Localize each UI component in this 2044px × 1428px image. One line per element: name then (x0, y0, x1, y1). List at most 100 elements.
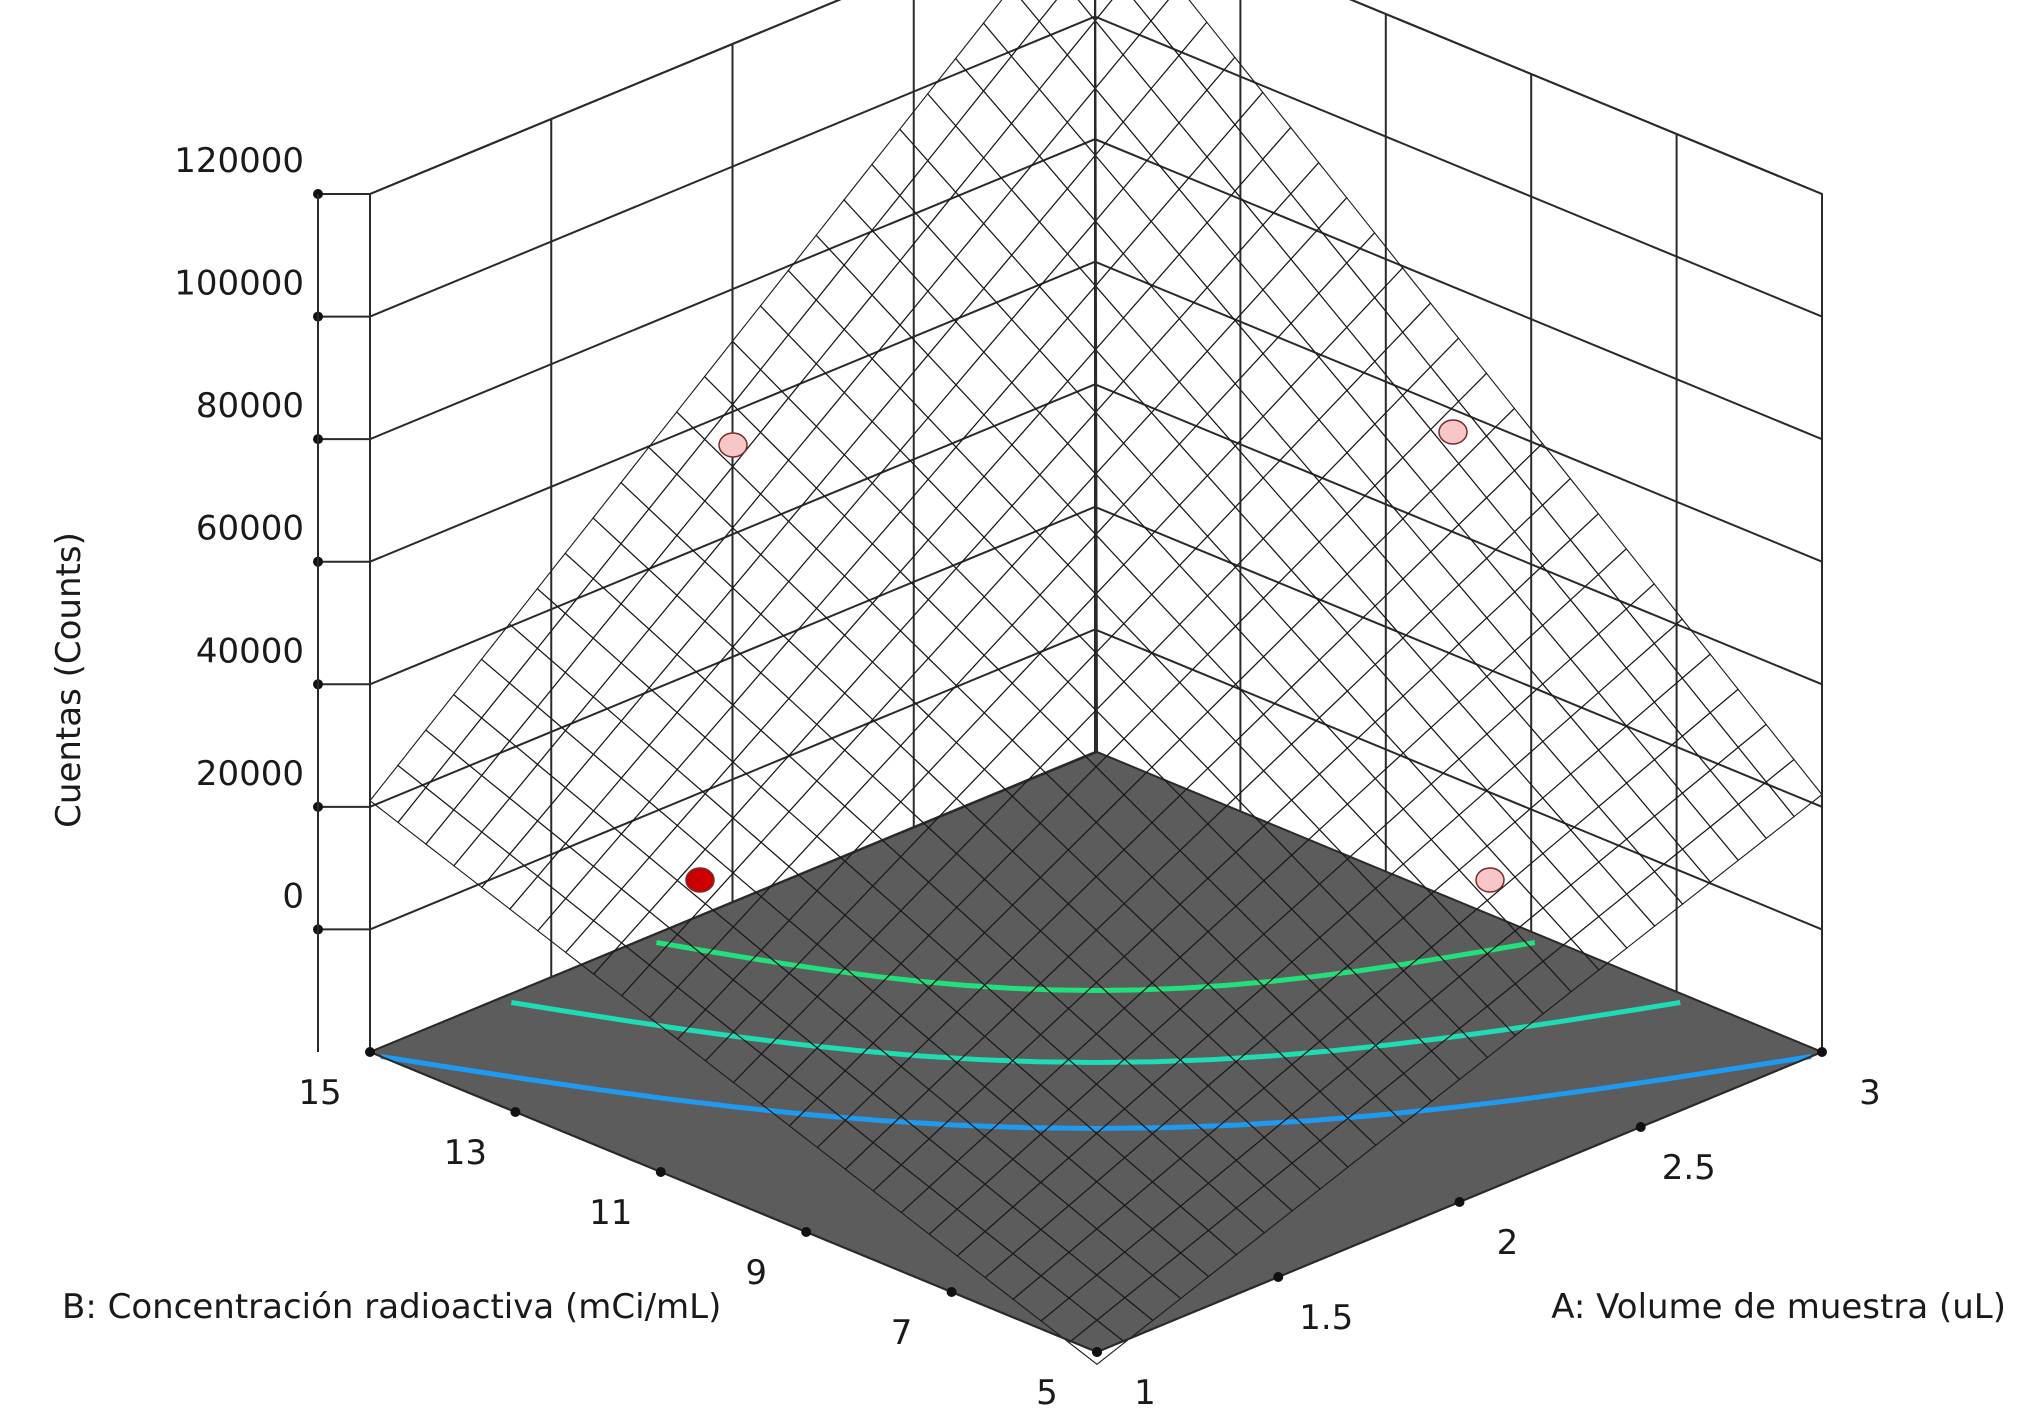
surface-cell (1206, 319, 1264, 385)
surface-cell (1178, 474, 1237, 538)
surface-cell (1206, 445, 1264, 508)
surface-cell (760, 810, 818, 868)
surface-cell (1262, 385, 1320, 450)
surface-cell (1346, 423, 1404, 487)
surface-cell (1681, 769, 1740, 828)
surface-cell (564, 637, 622, 698)
surface-cell (871, 630, 930, 690)
surface-cell (676, 620, 734, 681)
surface-cell (1653, 618, 1711, 679)
surface-cell (1402, 783, 1460, 841)
surface-cell (1737, 781, 1795, 840)
surface-cell (620, 687, 678, 747)
surface-cell (982, 122, 1041, 191)
surface-cell (1010, 88, 1069, 157)
surface-cell (1150, 381, 1209, 445)
surface-cell (815, 575, 874, 636)
surface-cell (1401, 302, 1460, 368)
surface-cell (1402, 610, 1460, 671)
surface-cell (1681, 653, 1739, 714)
surface-cell (1542, 716, 1600, 775)
surface-cell (1429, 337, 1488, 403)
surface-cell (843, 602, 902, 663)
surface-cell (1011, 534, 1069, 596)
surface-cell (927, 626, 985, 687)
surface-cell (955, 414, 1013, 478)
surface-cell (871, 570, 930, 632)
surface-cell (955, 712, 1014, 771)
surface-cell (1206, 566, 1265, 628)
surface-cell (1513, 564, 1572, 627)
surface-cell (536, 671, 595, 732)
surface-cell (843, 482, 902, 545)
surface-cell (816, 749, 874, 807)
surface-cell (1234, 288, 1292, 355)
surface-cell (927, 567, 985, 629)
surface-cell (1178, 21, 1236, 91)
surface-cell (480, 682, 539, 742)
surface-cell (815, 634, 874, 694)
a-tick-mark (1273, 1272, 1284, 1282)
surface-cell (1346, 777, 1405, 835)
surface-cell (899, 92, 957, 162)
surface-cell (1625, 583, 1683, 645)
surface-cell (760, 639, 818, 700)
surface-cell (1374, 331, 1432, 397)
surface-cell (787, 487, 846, 550)
surface-cell (871, 449, 929, 513)
surface-cell (1374, 456, 1432, 520)
surface-cell (983, 565, 1041, 626)
surface-cell (1262, 743, 1321, 801)
surface-cell (1094, 317, 1153, 382)
surface-cell (954, 22, 1013, 92)
surface-cell (1038, 121, 1097, 190)
surface-cell (1653, 677, 1711, 737)
surface-cell (620, 446, 678, 510)
surface-cell (425, 809, 483, 867)
surface-cell (983, 381, 1041, 446)
surface-cell (843, 718, 902, 777)
surface-cell (1374, 637, 1432, 697)
b-tick-mark (510, 1107, 521, 1117)
surface-cell (1095, 563, 1153, 625)
surface-cell (1625, 758, 1684, 817)
surface-cell (1318, 747, 1377, 805)
surface-cell (815, 391, 873, 456)
surface-cell (955, 222, 1013, 290)
surface-cell (620, 628, 678, 689)
surface-cell (1038, 54, 1096, 124)
surface-cell (955, 595, 1013, 657)
surface-cell (1234, 224, 1292, 291)
surface-cell (1625, 642, 1684, 703)
surface-cell (564, 753, 623, 812)
surface-cell (1598, 893, 1656, 949)
surface-cell (731, 305, 790, 371)
surface-cell (592, 542, 650, 605)
surface-cell (648, 594, 706, 656)
surface-cell (954, 156, 1013, 225)
surface-cell (1430, 814, 1488, 871)
surface-cell (899, 416, 957, 481)
surface-cell (1178, 89, 1236, 158)
surface-cell (620, 744, 678, 803)
axis-labels: Cuentas (Counts) B: Concentración radioac… (49, 532, 2006, 1327)
surface-cell (1150, 443, 1209, 507)
surface-cell (1150, 0, 1208, 57)
surface-cell (927, 320, 985, 386)
surface-cell (592, 481, 650, 545)
surface-cell (1234, 655, 1293, 716)
surface-cell (1234, 158, 1292, 226)
surface-cell (620, 568, 678, 630)
surface-cell (1570, 805, 1628, 863)
a-tick-label: 2.5 (1662, 1148, 1716, 1188)
surface-cell (927, 446, 985, 510)
surface-cell (369, 764, 427, 824)
surface-cell (899, 225, 957, 293)
surface-cell (843, 542, 902, 605)
surface-cell (1318, 196, 1376, 264)
surface-cell (1374, 752, 1432, 810)
z-tick-label: 100000 (174, 264, 304, 304)
surface-cell (982, 188, 1041, 256)
surface-cell (536, 729, 595, 789)
